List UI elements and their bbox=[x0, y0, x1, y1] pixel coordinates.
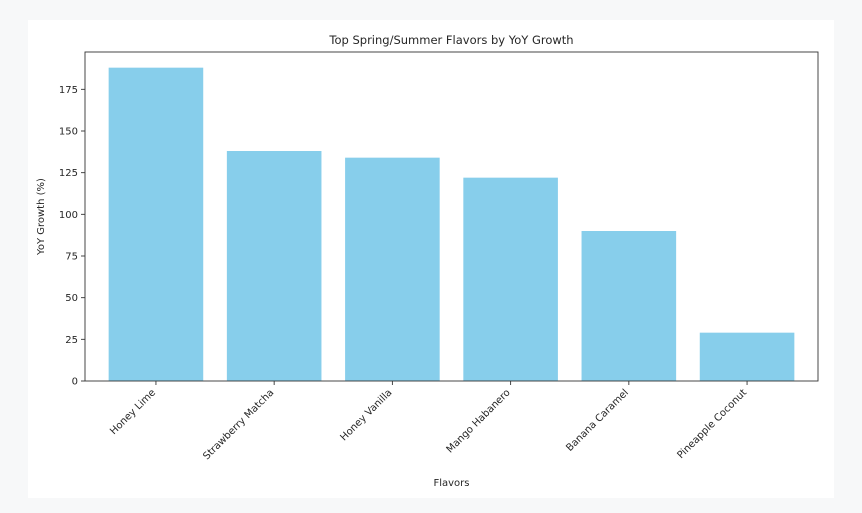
bar-honey-lime bbox=[108, 67, 204, 382]
bars-layer bbox=[108, 67, 795, 382]
x-axis: Honey Lime Strawberry Matcha Honey Vanilla… bbox=[108, 381, 749, 462]
y-tick-label: 125 bbox=[59, 168, 78, 179]
y-tick-label: 25 bbox=[65, 335, 78, 346]
x-tick-label: Banana Caramel bbox=[564, 387, 631, 454]
y-tick-label: 150 bbox=[59, 127, 78, 138]
bar-strawberry-matcha bbox=[226, 151, 322, 381]
y-tick-label: 75 bbox=[65, 252, 78, 263]
chart-figure: Top Spring/Summer Flavors by YoY Growth … bbox=[28, 20, 834, 498]
y-tick-label: 100 bbox=[59, 210, 78, 221]
y-axis-label: YoY Growth (%) bbox=[36, 178, 47, 256]
chart-title: Top Spring/Summer Flavors by YoY Growth bbox=[328, 33, 573, 47]
bar-honey-vanilla bbox=[345, 157, 440, 381]
x-tick-label: Strawberry Matcha bbox=[201, 387, 276, 462]
bar-pineapple-coconut bbox=[699, 332, 795, 381]
y-axis: 0 25 50 75 100 125 150 175 bbox=[59, 85, 85, 388]
bar-chart: Top Spring/Summer Flavors by YoY Growth … bbox=[36, 33, 819, 489]
x-tick-label: Pineapple Coconut bbox=[675, 387, 749, 461]
x-axis-label: Flavors bbox=[433, 478, 469, 489]
plot-frame bbox=[84, 51, 819, 382]
y-tick-label: 0 bbox=[72, 377, 78, 388]
y-tick-label: 50 bbox=[65, 293, 78, 304]
bar-banana-caramel bbox=[581, 231, 677, 381]
x-tick-label: Honey Lime bbox=[108, 387, 158, 437]
bar-mango-habanero bbox=[463, 177, 558, 381]
x-tick-label: Mango Habanero bbox=[445, 387, 513, 455]
x-tick-label: Honey Vanilla bbox=[338, 387, 394, 443]
y-tick-label: 175 bbox=[59, 85, 78, 96]
